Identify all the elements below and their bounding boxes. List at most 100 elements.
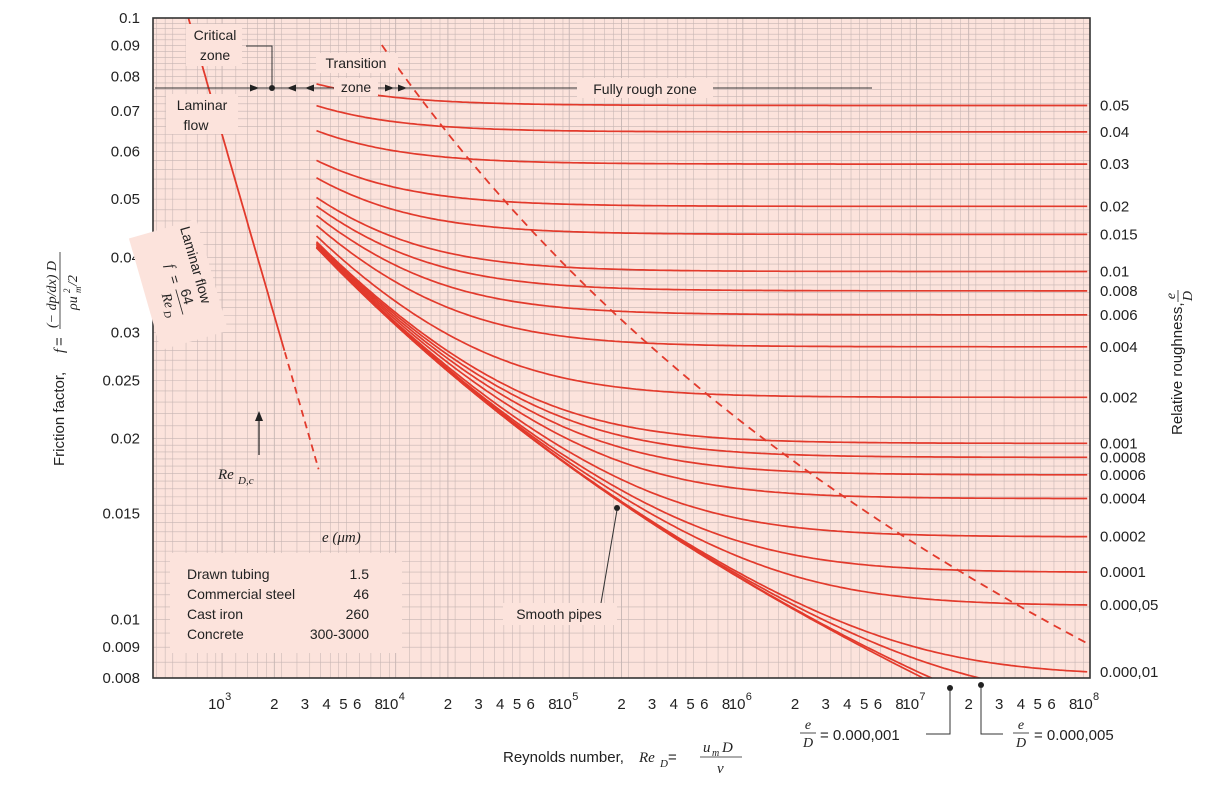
x-tick-label-decade: 10 — [208, 696, 225, 713]
x-tick-label: 5 — [860, 696, 868, 713]
friction-curve — [316, 104, 1088, 133]
eps-markers: e D = 0.000,001 e D = 0.000,005 — [800, 682, 1114, 751]
y-tick-label: 0.09 — [111, 38, 140, 55]
plot-frame — [152, 17, 1091, 679]
roughness-label: 0.000,05 — [1100, 597, 1158, 614]
x-tick-label-decade: 10 — [1076, 696, 1093, 713]
friction-curve — [315, 245, 1088, 538]
x-axis-label-num-D: D — [721, 740, 733, 756]
eps-001-value: = 0.000,001 — [820, 727, 900, 744]
zone-annotations: Critical zone Transition zone Fully roug… — [155, 24, 872, 134]
x-tick-label: 6 — [527, 696, 535, 713]
x-tick-label-exponent: 3 — [225, 691, 231, 703]
y-axis-label-num: (− dp/dx) D — [45, 261, 60, 328]
x-tick-label: 8 — [722, 696, 730, 713]
x-tick-label: 3 — [301, 696, 309, 713]
material-row-2-name: Commercial steel — [187, 586, 295, 602]
roughness-labels: 0.05 0.04 0.03 0.02 0.015 0.01 0.008 0.006 0.004… — [1100, 98, 1158, 681]
roughness-label: 0.0008 — [1100, 449, 1146, 466]
y-tick-label: 0.015 — [102, 506, 140, 523]
x-tick-label-exponent: 6 — [746, 691, 752, 703]
y-tick-label: 0.1 — [119, 10, 140, 27]
y-axis-label-den-sub: m — [73, 286, 83, 293]
x-tick-label: 2 — [444, 696, 452, 713]
material-row-1-e: 1.5 — [350, 566, 370, 582]
x-tick-label: 2 — [270, 696, 278, 713]
y-tick-label: 0.025 — [102, 372, 140, 389]
critical-arrow-left — [250, 84, 259, 92]
y-tick-label: 0.008 — [102, 670, 140, 687]
roughness-label: 0.001 — [1100, 435, 1138, 452]
x-tick-label: 4 — [322, 696, 330, 713]
x-axis-label-num-u: u — [703, 740, 711, 756]
roughness-label: 0.02 — [1100, 198, 1129, 215]
y-axis-label: Friction factor, f = (− dp/dx) D ρu 2 m … — [45, 252, 83, 466]
roughness-label: 0.0004 — [1100, 491, 1146, 508]
x-tick-label: 2 — [791, 696, 799, 713]
material-table-box — [170, 553, 402, 653]
friction-curve — [316, 177, 1088, 236]
x-tick-label: 8 — [375, 696, 383, 713]
friction-curve — [316, 205, 1088, 292]
material-table: e (μm) Drawn tubing 1.5 Commercial steel… — [187, 530, 369, 642]
friction-curve — [315, 244, 1088, 500]
eps-001-leader — [926, 690, 951, 735]
y-axis-label-den: ρu — [66, 296, 81, 311]
roughness-label: 0.002 — [1100, 389, 1138, 406]
critical-marker — [269, 85, 275, 91]
x-tick-label-decade: 10 — [902, 696, 919, 713]
friction-curve — [316, 196, 1088, 273]
roughness-label: 0.03 — [1100, 156, 1129, 173]
material-row-4-e: 300-3000 — [310, 626, 369, 642]
x-axis-label-text: Reynolds number, — [503, 749, 624, 766]
friction-curve — [315, 247, 926, 678]
laminar-formula-num: 64 — [177, 287, 197, 307]
roughness-label: 0.04 — [1100, 124, 1129, 141]
transition-zone-label-1: Transition — [326, 55, 387, 71]
roughness-label: 0.05 — [1100, 98, 1129, 115]
material-row-3-e: 260 — [346, 606, 370, 622]
friction-curve — [315, 243, 1088, 476]
y-tick-label: 0.01 — [111, 612, 140, 629]
y-tick-label: 0.06 — [111, 144, 140, 161]
y-tick-label: 0.07 — [111, 103, 140, 120]
x-tick-label: 4 — [670, 696, 678, 713]
critical-leader — [246, 45, 273, 85]
y-tick-label: 0.05 — [111, 191, 140, 208]
x-tick-label: 8 — [1069, 696, 1077, 713]
eps-001-den: D — [802, 736, 813, 751]
smooth-pipes-leader — [600, 509, 618, 604]
x-tick-label-decade: 10 — [555, 696, 572, 713]
roughness-label: 0.015 — [1100, 226, 1138, 243]
smooth-pipes-annotation: Smooth pipes — [503, 505, 620, 625]
x-tick-label: 6 — [353, 696, 361, 713]
x-tick-label: 5 — [339, 696, 347, 713]
x-tick-label: 5 — [686, 696, 694, 713]
transition-arrow-left — [305, 84, 314, 92]
eps-005-den: D — [1015, 736, 1026, 751]
material-row-1-name: Drawn tubing — [187, 566, 270, 582]
friction-curve — [315, 241, 1088, 445]
smooth-pipes-marker — [614, 505, 620, 511]
x-tick-label: 3 — [648, 696, 656, 713]
material-row-2-e: 46 — [353, 586, 369, 602]
x-tick-label: 2 — [965, 696, 973, 713]
transition-dashed-line — [381, 44, 1090, 646]
material-table-header: e (μm) — [322, 530, 361, 546]
x-axis-label-den: ν — [717, 761, 724, 777]
x-tick-label: 5 — [513, 696, 521, 713]
x-axis-label: Reynolds number, Re D = u m D ν — [503, 740, 742, 777]
roughness-label: 0.0001 — [1100, 564, 1146, 581]
eps-005-num: e — [1018, 718, 1024, 733]
right-axis-label-num: e — [1164, 293, 1179, 299]
eps-005-value: = 0.000,005 — [1034, 727, 1114, 744]
x-tick-label-exponent: 5 — [572, 691, 578, 703]
roughness-label: 0.0006 — [1100, 467, 1146, 484]
x-tick-label: 3 — [822, 696, 830, 713]
friction-curves — [315, 83, 1088, 678]
eps-005-leader — [980, 687, 1003, 735]
x-tick-label: 6 — [700, 696, 708, 713]
material-row-4-name: Concrete — [187, 626, 244, 642]
re-dc-arrow-head — [255, 411, 263, 421]
critical-re-annotation: Re D,c — [217, 411, 263, 487]
